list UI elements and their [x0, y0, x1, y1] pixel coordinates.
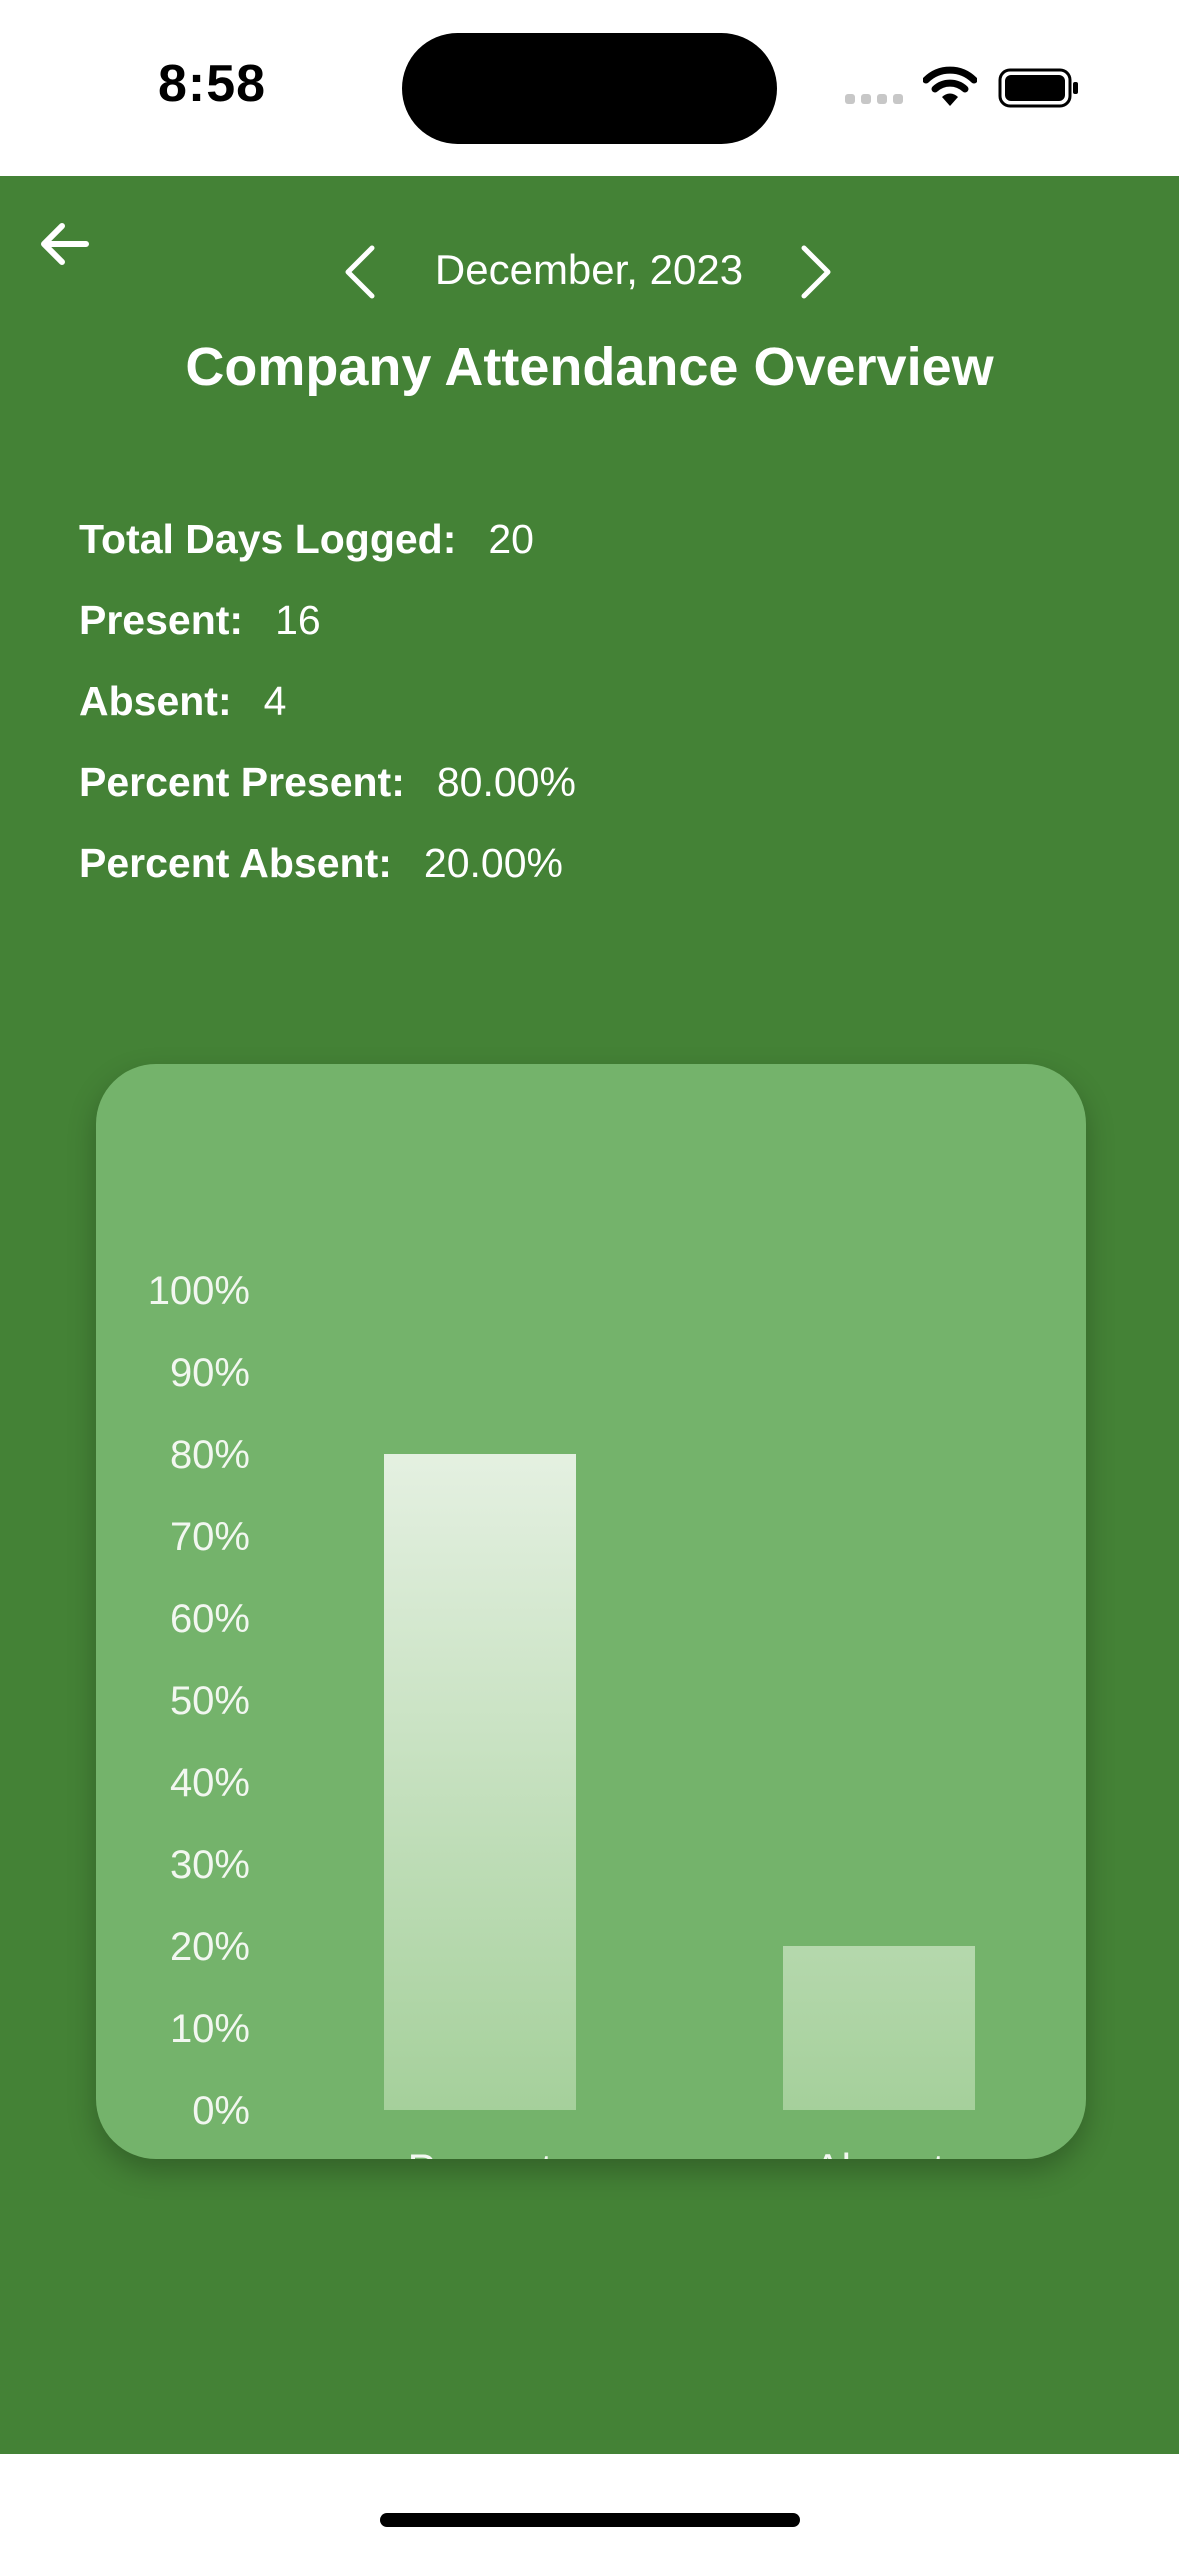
- y-tick-label: 40%: [170, 1761, 250, 1805]
- attendance-bar-chart: 0% 10% 20% 30% 40% 50% 60% 70% 80% 90% 100% Present…: [148, 1269, 975, 2159]
- stat-total-days: Total Days Logged: 20: [79, 516, 534, 563]
- battery-icon: [998, 68, 1078, 108]
- attendance-chart-card: 0% 10% 20% 30% 40% 50% 60% 70% 80% 90% 100% Present…: [96, 1064, 1086, 2159]
- stat-percent-present: Percent Present: 80.00%: [79, 759, 576, 806]
- stat-label: Percent Absent:: [79, 840, 392, 886]
- stat-label: Total Days Logged:: [79, 516, 457, 562]
- chevron-right-icon[interactable]: [794, 242, 838, 302]
- y-tick-label: 30%: [170, 1843, 250, 1887]
- y-tick-label: 60%: [170, 1597, 250, 1641]
- stat-label: Percent Present:: [79, 759, 405, 805]
- status-time: 8:58: [158, 55, 267, 113]
- y-tick-label: 50%: [170, 1679, 250, 1723]
- month-label: December, 2023: [434, 246, 744, 293]
- cellular-signal-icon: [845, 94, 905, 106]
- stat-label: Present:: [79, 597, 244, 643]
- stat-percent-absent: Percent Absent: 20.00%: [79, 840, 563, 887]
- y-tick-label: 80%: [170, 1433, 250, 1477]
- home-indicator[interactable]: [380, 2513, 800, 2527]
- stat-present: Present: 16: [79, 597, 321, 644]
- chevron-left-icon[interactable]: [338, 242, 382, 302]
- status-bar: 8:58: [0, 0, 1179, 176]
- y-tick-label: 10%: [170, 2007, 250, 2051]
- stat-value: 4: [263, 678, 287, 724]
- stat-label: Absent:: [79, 678, 232, 724]
- stat-absent: Absent: 4: [79, 678, 286, 725]
- y-tick-label: 90%: [170, 1351, 250, 1395]
- wifi-icon: [923, 66, 977, 106]
- stat-value: 20: [488, 516, 534, 562]
- y-tick-label: 100%: [148, 1269, 250, 1313]
- x-category-label: Absent: [814, 2145, 945, 2159]
- stat-value: 16: [275, 597, 321, 643]
- bar-present: [384, 1454, 576, 2110]
- attendance-screen: December, 2023 Company Attendance Overvi…: [0, 176, 1179, 2454]
- bar-absent: [783, 1946, 975, 2110]
- y-tick-label: 0%: [192, 2089, 250, 2133]
- arrow-left-icon[interactable]: [36, 216, 92, 272]
- stat-value: 80.00%: [436, 759, 576, 805]
- stat-value: 20.00%: [423, 840, 563, 886]
- y-tick-label: 20%: [170, 1925, 250, 1969]
- dynamic-island: [402, 33, 777, 144]
- page-title: Company Attendance Overview: [185, 337, 994, 397]
- x-category-label: Present: [408, 2145, 553, 2159]
- y-tick-label: 70%: [170, 1515, 250, 1559]
